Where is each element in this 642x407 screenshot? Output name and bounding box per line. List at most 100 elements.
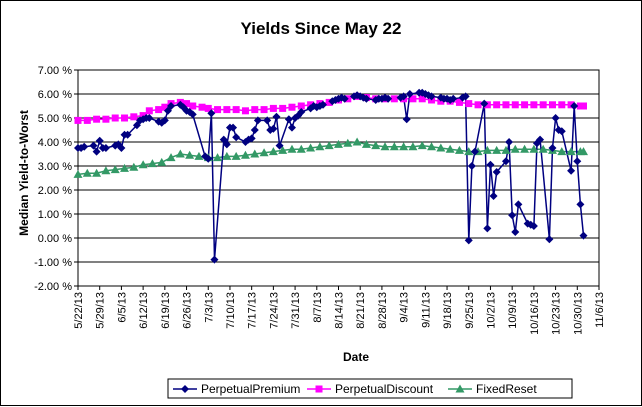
data-point-fixed-reset [259, 148, 269, 157]
data-point-fixed-reset [324, 141, 334, 150]
y-tick-label: 6.00 % [38, 89, 72, 101]
data-point-perpetual-discount [111, 114, 119, 122]
data-point-perpetual-premium [117, 144, 126, 152]
data-point-perpetual-discount [189, 102, 197, 110]
data-point-fixed-reset [501, 145, 511, 154]
x-tick-label: 9/18/13 [442, 292, 454, 329]
data-point-perpetual-premium [551, 114, 560, 122]
data-point-fixed-reset [287, 144, 297, 153]
data-point-perpetual-premium [229, 123, 238, 132]
data-point-perpetual-premium [529, 222, 538, 230]
data-point-perpetual-discount [74, 116, 82, 124]
data-point-perpetual-premium [483, 224, 492, 233]
data-point-perpetual-discount [418, 95, 426, 103]
data-point-fixed-reset [185, 150, 195, 159]
x-tick-label: 8/21/13 [355, 292, 367, 329]
data-point-fixed-reset [334, 139, 343, 148]
data-point-perpetual-discount [548, 101, 556, 109]
data-point-perpetual-premium [318, 100, 327, 109]
data-point-perpetual-discount [465, 100, 473, 108]
data-point-perpetual-premium [247, 134, 256, 143]
data-point-perpetual-premium [505, 138, 514, 146]
y-tick-label: -1.00 % [34, 257, 72, 269]
data-point-fixed-reset [166, 153, 176, 162]
data-point-perpetual-premium [508, 211, 517, 220]
data-point-perpetual-premium [204, 154, 213, 163]
data-point-perpetual-premium [427, 92, 436, 101]
data-point-fixed-reset [566, 147, 576, 156]
data-point-perpetual-premium [449, 94, 458, 103]
data-point-perpetual-discount [161, 103, 169, 111]
data-point-perpetual-discount [260, 106, 268, 114]
data-point-perpetual-premium [511, 228, 520, 236]
data-point-perpetual-premium [545, 235, 554, 244]
data-point-perpetual-discount [483, 101, 491, 109]
data-point-fixed-reset [138, 160, 148, 169]
data-point-fixed-reset [464, 147, 474, 156]
data-point-fixed-reset [315, 142, 325, 151]
data-point-fixed-reset [343, 138, 353, 147]
data-point-fixed-reset [492, 145, 502, 154]
data-point-perpetual-premium [207, 109, 216, 118]
data-point-perpetual-premium [486, 160, 495, 169]
data-point-fixed-reset [175, 149, 185, 158]
y-axis-title: Median Yield-to-Worst [17, 110, 31, 236]
x-tick-label: 7/24/13 [268, 292, 280, 329]
chart-title: Yields Since May 22 [241, 19, 402, 38]
data-point-fixed-reset [147, 159, 157, 168]
x-tick-label: 6/19/13 [160, 292, 172, 329]
data-point-perpetual-premium [287, 123, 296, 132]
x-tick-label: 7/10/13 [225, 292, 237, 329]
data-point-perpetual-premium [250, 126, 259, 134]
legend-marker-perpetual-premium [181, 385, 189, 393]
data-point-perpetual-discount [390, 95, 398, 103]
data-point-perpetual-discount [297, 102, 305, 110]
data-point-perpetual-discount [102, 115, 110, 123]
data-point-perpetual-premium [145, 114, 154, 122]
data-point-perpetual-discount [251, 106, 259, 114]
data-point-perpetual-premium [399, 92, 408, 101]
data-point-fixed-reset [454, 145, 464, 154]
y-tick-label: 2.00 % [38, 185, 72, 197]
data-point-fixed-reset [436, 143, 446, 152]
data-point-perpetual-discount [493, 101, 501, 109]
data-point-fixed-reset [250, 149, 260, 158]
data-point-perpetual-premium [567, 166, 576, 175]
data-point-perpetual-discount [204, 104, 212, 112]
data-point-perpetual-premium [536, 135, 545, 144]
data-point-fixed-reset [427, 142, 437, 151]
data-point-fixed-reset [213, 153, 223, 162]
data-point-perpetual-premium [384, 94, 393, 103]
data-point-perpetual-premium [253, 116, 262, 125]
data-point-perpetual-premium [461, 92, 470, 101]
data-point-fixed-reset [482, 145, 492, 154]
x-tick-label: 6/5/13 [116, 292, 128, 323]
data-point-perpetual-premium [232, 133, 241, 142]
data-point-fixed-reset [520, 144, 530, 153]
data-point-perpetual-premium [514, 200, 523, 209]
x-tick-label: 7/31/13 [290, 292, 302, 329]
data-point-perpetual-premium [222, 140, 231, 149]
x-tick-label: 5/29/13 [95, 292, 107, 329]
data-point-perpetual-discount [183, 100, 191, 108]
data-point-perpetual-premium [80, 142, 89, 151]
data-point-fixed-reset [352, 137, 362, 146]
x-tick-label: 10/16/13 [529, 292, 541, 335]
data-point-perpetual-discount [530, 101, 538, 109]
data-point-perpetual-discount [155, 106, 163, 114]
legend-marker-perpetual-discount [315, 385, 323, 393]
data-point-fixed-reset [399, 142, 409, 151]
data-point-perpetual-premium [362, 94, 371, 103]
data-point-perpetual-discount [511, 101, 519, 109]
data-point-perpetual-premium [548, 144, 557, 152]
data-point-perpetual-premium [492, 168, 501, 176]
x-tick-label: 10/9/13 [507, 292, 519, 329]
data-point-perpetual-premium [489, 192, 498, 200]
legend-label-perpetual-premium: PerpetualPremium [201, 382, 300, 396]
data-point-fixed-reset [110, 165, 120, 174]
series-markers [73, 88, 588, 264]
axes [77, 69, 600, 290]
x-tick-label: 6/26/13 [182, 292, 194, 329]
legend-marker-fixed-reset [455, 384, 465, 393]
